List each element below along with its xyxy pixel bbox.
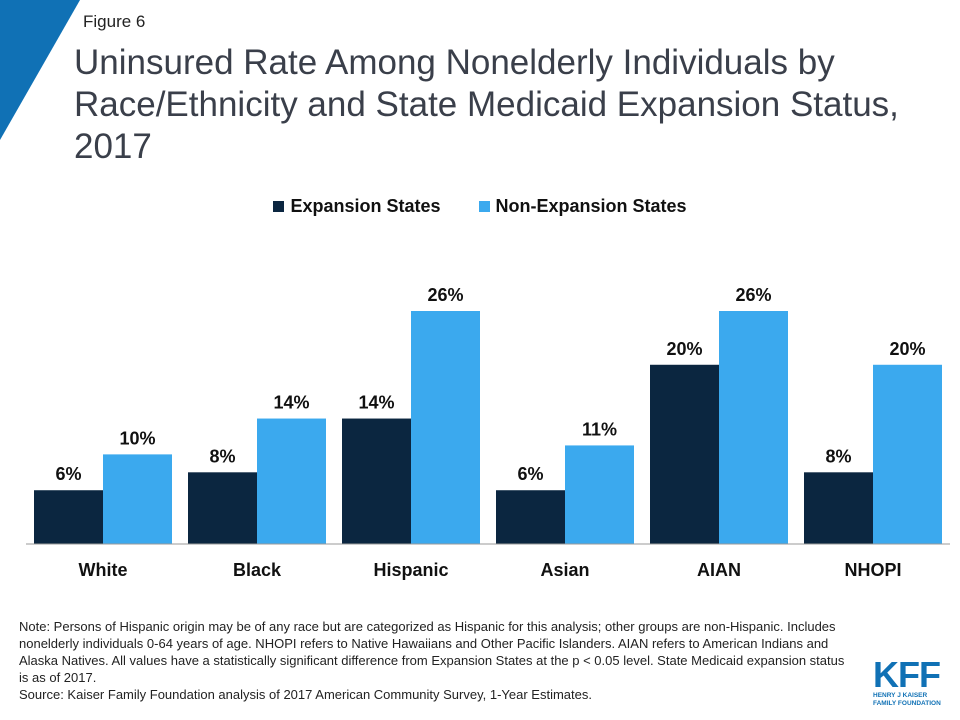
corner-accent-triangle <box>0 0 80 140</box>
legend-swatch-non-expansion <box>478 201 490 212</box>
data-label-aian-non-expansion-states: 26% <box>735 285 771 305</box>
bar-nhopi-non-expansion-states <box>873 364 942 544</box>
bar-chart: 6% 10% White 8% 14% Black 14% 26% Hispanic 6% 11% A… <box>26 285 950 580</box>
data-label-white-non-expansion-states: 10% <box>119 428 155 448</box>
legend-label-non-expansion: Non-Expansion States <box>495 196 687 216</box>
bar-hispanic-expansion-states <box>342 418 411 544</box>
bar-nhopi-expansion-states <box>804 472 873 544</box>
data-label-asian-non-expansion-states: 11% <box>582 419 617 439</box>
bar-white-expansion-states <box>34 490 103 544</box>
chart-title: Uninsured Rate Among Nonelderly Individu… <box>74 43 899 166</box>
bar-asian-non-expansion-states <box>565 445 634 544</box>
data-label-nhopi-non-expansion-states: 20% <box>889 339 925 359</box>
x-tick-label-aian: AIAN <box>697 560 741 580</box>
bar-black-expansion-states <box>188 472 257 544</box>
source-text: Source: Kaiser Family Foundation analysi… <box>19 687 592 702</box>
data-label-black-non-expansion-states: 14% <box>273 393 309 413</box>
x-tick-label-white: White <box>79 560 128 580</box>
note-text: Note: Persons of Hispanic origin may be … <box>19 619 845 685</box>
legend-swatch-expansion <box>273 201 285 212</box>
x-tick-label-hispanic: Hispanic <box>373 560 448 580</box>
x-tick-label-nhopi: NHOPI <box>844 560 901 580</box>
data-label-hispanic-expansion-states: 14% <box>358 393 394 413</box>
legend-item-expansion: Expansion States <box>273 196 441 217</box>
figure-label: Figure 6 <box>83 12 146 31</box>
x-tick-label-asian: Asian <box>540 560 589 580</box>
legend-item-non-expansion: Non-Expansion States <box>478 196 687 217</box>
bar-black-non-expansion-states <box>257 418 326 544</box>
chart-footnote: Note: Persons of Hispanic origin may be … <box>19 618 854 703</box>
legend-label-expansion: Expansion States <box>290 196 441 216</box>
kff-logo: KFF HENRY J KAISER FAMILY FOUNDATION <box>873 654 953 708</box>
x-tick-label-black: Black <box>233 560 282 580</box>
data-label-black-expansion-states: 8% <box>209 446 235 466</box>
logo-mark: KFF <box>873 654 941 695</box>
data-label-white-expansion-states: 6% <box>55 464 81 484</box>
data-label-asian-expansion-states: 6% <box>517 464 543 484</box>
data-label-nhopi-expansion-states: 8% <box>825 446 851 466</box>
bar-white-non-expansion-states <box>103 454 172 544</box>
bar-aian-expansion-states <box>650 364 719 544</box>
logo-line-1: HENRY J KAISER <box>873 692 928 699</box>
data-label-hispanic-non-expansion-states: 26% <box>427 285 463 305</box>
bar-hispanic-non-expansion-states <box>411 311 480 544</box>
bar-asian-expansion-states <box>496 490 565 544</box>
logo-line-2: FAMILY FOUNDATION <box>873 700 941 707</box>
data-label-aian-expansion-states: 20% <box>666 339 702 359</box>
bar-aian-non-expansion-states <box>719 311 788 544</box>
legend: Expansion States Non-Expansion States <box>0 196 960 217</box>
